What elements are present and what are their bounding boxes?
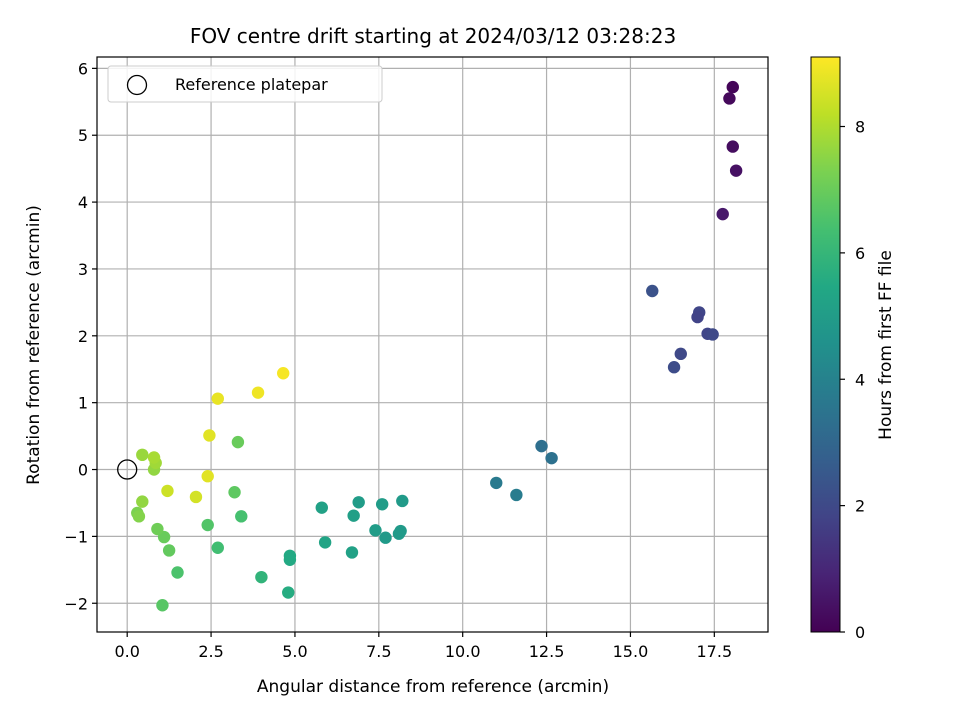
data-point (392, 527, 406, 540)
x-tick-label: 0.0 (114, 642, 139, 661)
data-point (691, 310, 704, 324)
data-point (251, 386, 265, 399)
data-point (667, 361, 681, 374)
data-point (189, 490, 203, 504)
data-point (369, 524, 382, 537)
legend-reference-marker (126, 74, 148, 96)
data-point (211, 392, 224, 405)
data-point (255, 570, 268, 584)
x-tick-label: 17.5 (697, 642, 733, 661)
data-point (535, 439, 548, 453)
y-tick-label: 4 (78, 193, 88, 212)
data-point (352, 496, 365, 509)
data-point (726, 140, 739, 153)
legend-entry-reference: Reference platepar (175, 75, 328, 94)
data-point (201, 518, 214, 532)
colorbar-tick-label: 4 (855, 370, 865, 389)
data-point (231, 435, 245, 449)
y-tick-label: −1 (64, 527, 88, 546)
x-axis-ticks: 0.0 2.5 5.0 7.5 10.0 12.5 15.0 17.5 (114, 632, 732, 661)
data-point (545, 451, 558, 465)
legend: Reference platepar (107, 65, 383, 103)
y-tick-label: 0 (78, 461, 88, 480)
data-point (211, 541, 224, 554)
x-tick-label: 12.5 (529, 642, 565, 661)
legend-box (107, 65, 383, 103)
chart-title: FOV centre drift starting at 2024/03/12 … (190, 24, 676, 48)
x-tick-label: 2.5 (198, 642, 223, 661)
y-tick-label: 5 (78, 126, 88, 145)
data-points (131, 80, 743, 612)
data-point (283, 553, 297, 566)
colorbar-tick-label: 6 (855, 244, 865, 263)
data-point (161, 484, 174, 498)
data-point (171, 566, 184, 579)
y-tick-label: 1 (78, 394, 88, 413)
data-point (315, 501, 328, 514)
data-point (345, 546, 359, 559)
data-point (277, 367, 290, 380)
y-tick-label: 6 (78, 59, 88, 78)
colorbar-tick-label: 2 (855, 497, 865, 516)
data-point (132, 510, 146, 523)
colorbar (810, 56, 841, 633)
x-tick-label: 7.5 (366, 642, 391, 661)
reference-marker-layer (117, 459, 138, 480)
data-point (726, 80, 739, 94)
data-point (147, 451, 161, 464)
reference-platepar-marker (117, 459, 138, 480)
data-point (136, 495, 149, 508)
data-point (490, 476, 503, 490)
data-point (203, 429, 216, 442)
plot-frame (96, 56, 769, 633)
data-point (729, 164, 743, 177)
colorbar-tick-label: 8 (855, 118, 865, 137)
x-tick-label: 15.0 (613, 642, 649, 661)
data-point (723, 92, 736, 105)
data-point (151, 522, 164, 536)
data-point (716, 207, 729, 221)
data-point (674, 347, 687, 361)
data-point (646, 284, 659, 298)
y-tick-label: 3 (78, 260, 88, 279)
data-point (235, 510, 248, 523)
data-point (379, 531, 392, 544)
data-point (347, 509, 360, 522)
data-point (375, 498, 389, 511)
colorbar-label: Hours from first FF file (876, 250, 896, 440)
data-point (136, 448, 149, 462)
data-point (162, 544, 176, 557)
y-axis-ticks: −2 −1 0 1 2 3 4 5 6 (64, 59, 97, 613)
data-point (228, 486, 241, 499)
data-point (201, 470, 214, 483)
y-tick-label: −2 (64, 594, 88, 613)
colorbar-ticks: 0 2 4 6 8 (840, 118, 865, 642)
data-point (396, 494, 409, 508)
grid-lines (97, 57, 768, 632)
x-tick-label: 5.0 (282, 642, 307, 661)
data-point (318, 536, 332, 549)
data-point (282, 586, 295, 599)
colorbar-tick-label: 0 (855, 623, 865, 642)
y-tick-label: 2 (78, 327, 88, 346)
data-point (706, 328, 719, 341)
data-point (156, 599, 169, 612)
x-tick-label: 10.0 (445, 642, 481, 661)
y-axis-title: Rotation from reference (arcmin) (24, 205, 44, 485)
data-point (510, 488, 523, 502)
x-axis-title: Angular distance from reference (arcmin) (257, 677, 609, 697)
